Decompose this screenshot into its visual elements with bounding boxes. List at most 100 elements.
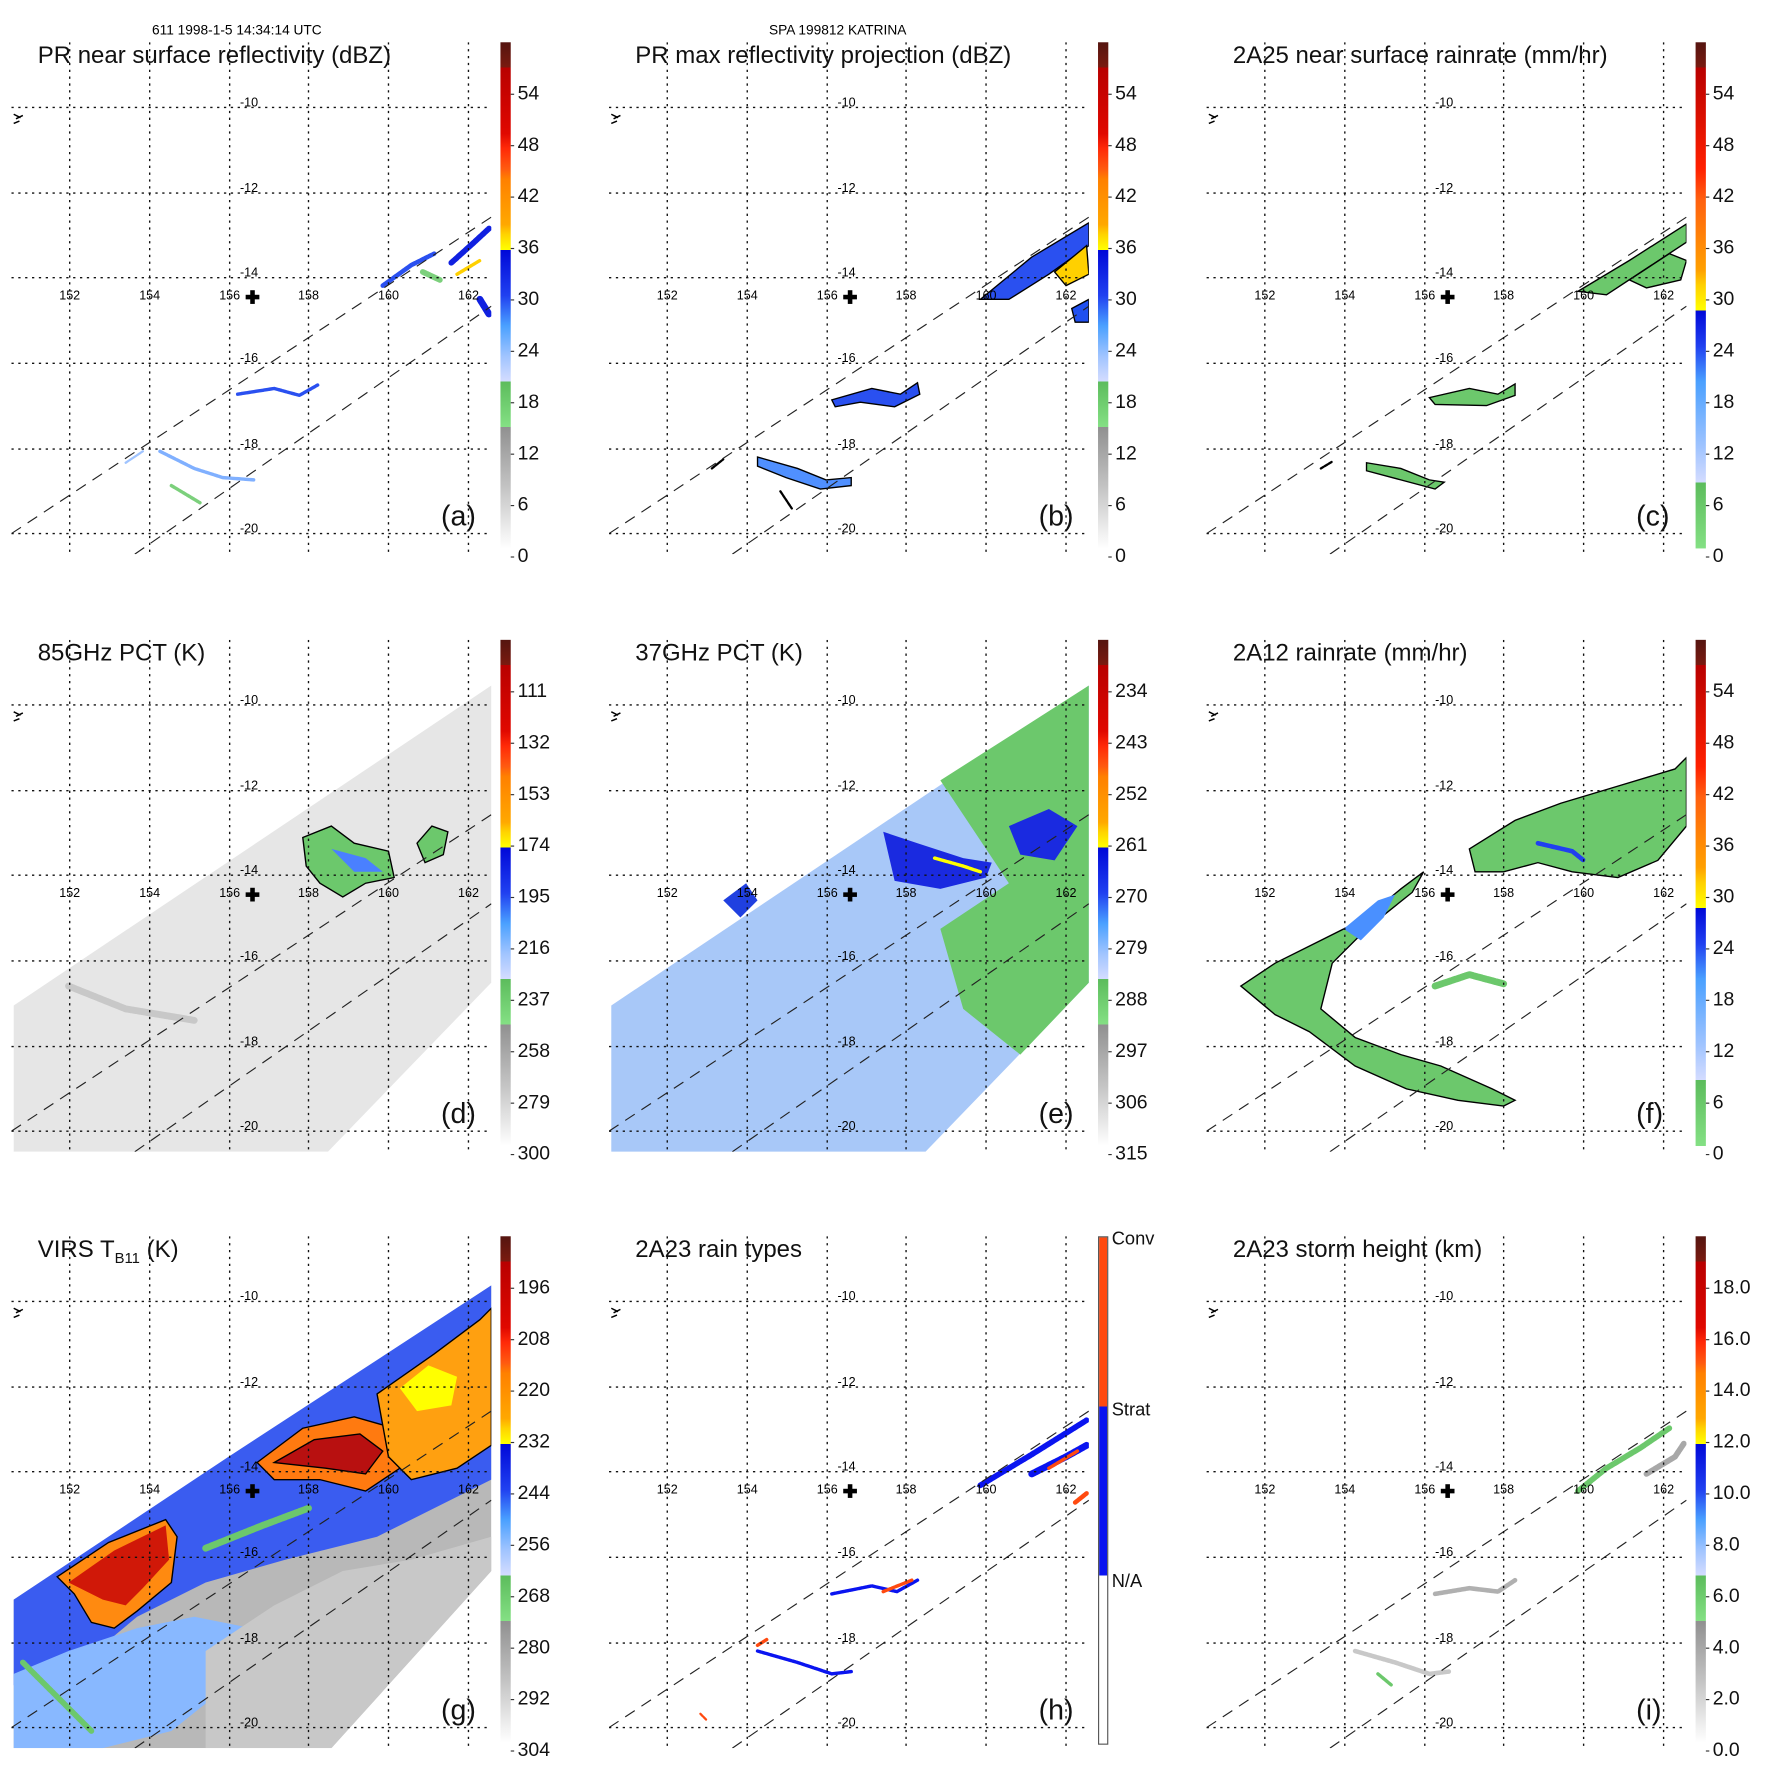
colorbar-label: 18.0 [1712, 1276, 1751, 1298]
panel-title: 2A23 storm height (km) [1233, 1236, 1482, 1263]
longitude-label: 158 [1493, 288, 1514, 302]
longitude-label: 156 [219, 288, 240, 302]
colorbar-tick [510, 1051, 515, 1053]
colorbar-label: 6 [1712, 493, 1724, 516]
panel-title: 37GHz PCT (K) [635, 640, 803, 667]
longitude-label: 154 [139, 1482, 160, 1496]
colorbar-label: 8.0 [1712, 1533, 1740, 1556]
latitude-label: -20 [1435, 521, 1453, 535]
colorbar-tick [510, 196, 515, 198]
latitude-label: -12 [240, 1375, 258, 1389]
island-outline-icon [610, 1307, 621, 1319]
map-a: -10 -12 -14 -16 -18 -20 152 154 156 158 160 162 [11, 42, 492, 555]
colorbar-label: 48 [517, 133, 540, 156]
colorbar [500, 42, 511, 549]
colorbar-label: 280 [517, 1636, 551, 1658]
colorbar-tick [510, 948, 515, 950]
latitude-label: -18 [240, 1034, 258, 1048]
colorbar-tick [1108, 247, 1112, 250]
map-d: -10 -12 -14 -16 -18 -20 152 154 156 158 160 162 [11, 639, 492, 1152]
longitude-label: 158 [298, 886, 319, 900]
colorbar-label: 36 [517, 236, 540, 259]
colorbar-tick [510, 556, 515, 558]
longitude-label: 156 [817, 288, 838, 302]
latitude-label: -10 [240, 693, 258, 707]
panel-f: -10 -12 -14 -16 -18 -20 152 154 156 158 160 162 2A12… [1195, 598, 1771, 1196]
panel-g: -10 -12 -14 -16 -18 -20 152 154 156 158 160 162 VIRS… [0, 1194, 598, 1792]
latitude-label: -20 [240, 1119, 258, 1133]
map-h: -10 -12 -14 -16 -18 -20 152 154 156 158 160 162 [608, 1236, 1089, 1749]
panel-title-suffix: (K) [139, 1236, 179, 1263]
rainrate-echo [1365, 461, 1446, 490]
reflectivity-echo [455, 258, 482, 276]
latitude-label: -12 [838, 779, 856, 793]
longitude-label: 158 [896, 288, 917, 302]
colorbar-tick [1705, 556, 1710, 558]
longitude-label: 152 [1254, 886, 1275, 900]
swath-edge-line [134, 1499, 492, 1749]
panel-title-text: VIRS T [37, 1236, 115, 1263]
panel-title: 2A23 rain types [635, 1236, 802, 1263]
latitude-label: -10 [838, 693, 856, 707]
colorbar-label: 30 [1712, 287, 1735, 310]
colorbar-label: 42 [1115, 185, 1137, 207]
colorbar-tick [1705, 742, 1710, 744]
longitude-label: 162 [1653, 1482, 1674, 1496]
colorbar-tick [510, 1102, 515, 1104]
map-data-layer [1206, 639, 1687, 1152]
longitude-label: 160 [1573, 288, 1594, 302]
colorbar-label: 252 [1115, 782, 1148, 805]
colorbar-label: 6 [1115, 493, 1126, 516]
reflectivity-echo [124, 450, 144, 464]
panel-label: (e) [1038, 1098, 1074, 1131]
latitude-label: -10 [838, 95, 856, 109]
orbit-info: 611 1998-1-5 14:34:14 UTC [151, 21, 322, 38]
colorbar-tick [1108, 556, 1112, 558]
longitude-label: 154 [1334, 1482, 1355, 1496]
longitude-label: 160 [1573, 1482, 1594, 1496]
reflectivity-echo [419, 269, 443, 283]
panel-label: (b) [1038, 500, 1074, 533]
pct85-texture [65, 982, 198, 1024]
map-i: -10 -12 -14 -16 -18 -20 152 154 156 158 160 162 [1206, 1236, 1687, 1749]
colorbar-label: 292 [517, 1687, 551, 1710]
colorbar [500, 639, 511, 1147]
colorbar-label: 0 [1712, 545, 1724, 567]
latitude-label: -16 [838, 949, 856, 963]
latitude-label: -10 [1435, 693, 1453, 707]
colorbar-label: 48 [1712, 731, 1735, 753]
colorbar-tick [1705, 896, 1710, 899]
panel-label: (f) [1636, 1098, 1664, 1131]
storm-center-cross-icon [843, 1484, 857, 1498]
latitude-label: -12 [240, 779, 258, 793]
longitude-label: 162 [458, 1482, 479, 1496]
colorbar-label: Conv [1111, 1229, 1155, 1249]
colorbar-tick [1108, 402, 1112, 404]
colorbar-label: 0 [1712, 1142, 1724, 1165]
longitude-label: 160 [976, 288, 997, 302]
latitude-label: -18 [838, 1034, 856, 1048]
colorbar-label: 16.0 [1712, 1327, 1751, 1350]
colorbar-tick [1108, 794, 1112, 796]
longitude-label: 158 [298, 288, 319, 302]
colorbar-tick [1108, 845, 1112, 847]
swath-edge-line [1329, 1499, 1687, 1749]
colorbar-label: 279 [1115, 936, 1148, 959]
longitude-label: 162 [1653, 886, 1674, 900]
longitude-label: 154 [139, 288, 160, 302]
colorbar-label: 244 [517, 1481, 551, 1504]
colorbar-label: 243 [1115, 731, 1148, 753]
reflectivity-echo [235, 383, 320, 398]
latitude-label: -20 [838, 521, 856, 535]
island-outline-icon [610, 711, 621, 722]
storm-center-cross-icon [245, 290, 260, 304]
colorbar-tick [510, 453, 515, 455]
colorbar-tick [1705, 691, 1710, 693]
latitude-label: -12 [1435, 779, 1453, 793]
reflectivity-echo [448, 225, 492, 266]
panel-b: -10 -12 -14 -16 -18 -20 152 154 156 158 160 162 PR m… [598, 0, 1196, 598]
colorbar-tick [1108, 1154, 1112, 1156]
storm-height-echo [1575, 1425, 1673, 1494]
colorbar-label: 196 [517, 1276, 551, 1298]
colorbar-tick [1705, 794, 1710, 796]
